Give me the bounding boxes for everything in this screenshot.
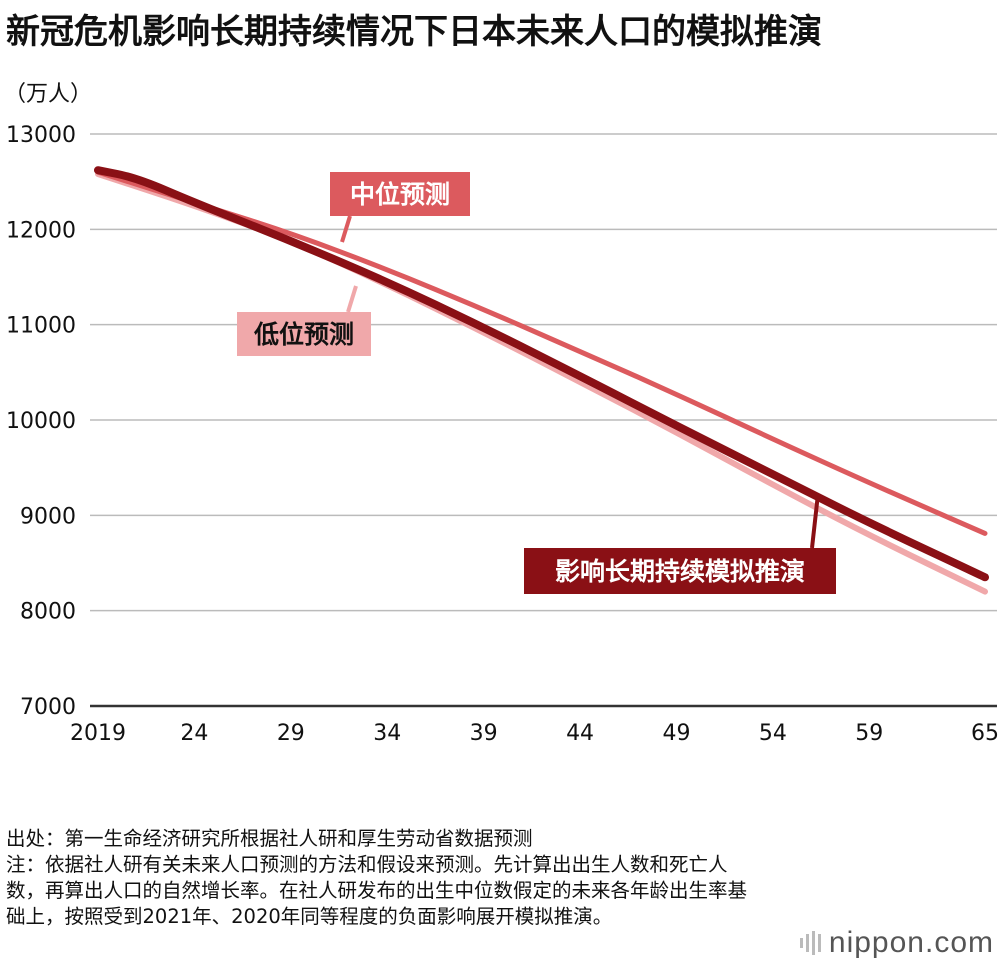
x-tick-label: 34 bbox=[373, 721, 401, 746]
callout-box-0 bbox=[330, 172, 470, 216]
y-axis-unit: （万人） bbox=[4, 82, 93, 107]
chart-title: 新冠危机影响长期持续情况下日本未来人口的模拟推演 bbox=[6, 12, 822, 52]
x-tick-label: 49 bbox=[662, 721, 690, 746]
y-tick-label: 8000 bbox=[20, 600, 76, 625]
y-tick-label: 12000 bbox=[6, 218, 76, 243]
x-tick-label: 59 bbox=[855, 721, 883, 746]
x-tick-label: 2019 bbox=[70, 721, 126, 746]
callout-pointer-1 bbox=[346, 285, 358, 313]
series-label: 中位预测 bbox=[350, 180, 450, 209]
y-tick-label: 10000 bbox=[6, 409, 76, 434]
x-tick-label: 65 bbox=[971, 721, 999, 746]
y-tick-label: 9000 bbox=[20, 504, 76, 529]
series-label: 影响长期持续模拟推演 bbox=[555, 557, 805, 586]
series-lines bbox=[94, 166, 990, 595]
series-label: 低位预测 bbox=[253, 320, 354, 349]
y-tick-label: 11000 bbox=[6, 314, 76, 339]
brand-logo: nippon.com bbox=[799, 926, 994, 960]
callout-pointer-2 bbox=[810, 493, 820, 549]
brand-name: nippon.com bbox=[828, 926, 994, 959]
brand-bars-icon bbox=[799, 931, 821, 955]
callout-box-1 bbox=[237, 312, 371, 356]
y-tick-label: 7000 bbox=[20, 695, 76, 720]
source-note: 出处：第一生命经济研究所根据社人研和厚生劳动省数据预测 bbox=[6, 827, 533, 850]
series-line-0 bbox=[95, 171, 989, 595]
y-tick-label: 13000 bbox=[6, 123, 76, 148]
x-tick-label: 54 bbox=[759, 721, 787, 746]
notes: 出处：第一生命经济研究所根据社人研和厚生劳动省数据预测 注：依据社人研有关未来人… bbox=[6, 826, 756, 930]
x-tick-label: 29 bbox=[277, 721, 305, 746]
callout-box-2 bbox=[524, 548, 836, 594]
series-line-2 bbox=[94, 166, 990, 582]
x-tick-labels: 2019 24 29 34 39 44 49 54 59 65 bbox=[70, 721, 999, 746]
x-tick-label: 24 bbox=[180, 721, 208, 746]
method-note: 注：依据社人研有关未来人口预测的方法和假设来预测。先计算出出生人数和死亡人数，再… bbox=[6, 853, 748, 928]
x-tick-label: 39 bbox=[470, 721, 498, 746]
x-tick-label: 44 bbox=[566, 721, 594, 746]
y-tick-labels: 7000 8000 9000 10000 11000 12000 13000 bbox=[6, 123, 76, 720]
callout-pointer-0 bbox=[340, 215, 352, 243]
